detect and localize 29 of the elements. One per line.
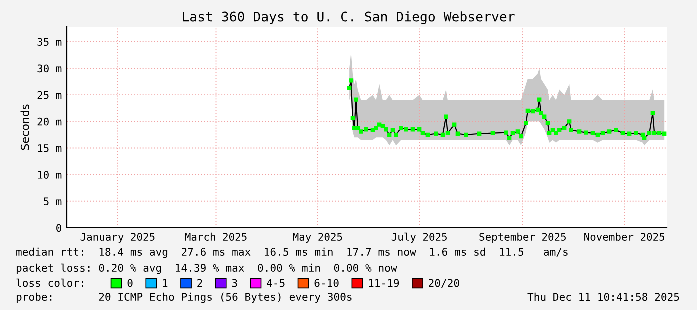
x-tick-label: March 2025 (185, 232, 247, 241)
x-tick-label: September 2025 (480, 232, 566, 243)
legend-title: loss color: (16, 278, 84, 288)
legend-label: 6-10 (314, 279, 339, 288)
y-tick-label: 25 m (38, 91, 62, 100)
legend-label: 11-19 (369, 279, 400, 288)
y-tick-label: 30 m (38, 64, 62, 73)
y-tick-label: 10 m (38, 171, 62, 179)
legend-label: 1 (163, 279, 168, 288)
text: Thu Dec 11 10:41:58 2025 (528, 292, 680, 302)
y-tick-label: 15 m (38, 144, 62, 152)
legend-label: 20/20 (429, 279, 460, 288)
y-tick-label: 5 m (44, 198, 62, 206)
y-tick-label: 20 m (38, 118, 62, 126)
text: packet loss: 0.20 % avg 14.39 % max 0.00 % min 0.00 % now (16, 264, 398, 274)
x-tick-label: November 2025 (584, 232, 665, 241)
chart-title: Last 360 Days to U. C. San Diego Webserver (183, 12, 515, 24)
text: median rtt: 18.4 ms avg 27.6 ms max 16.5 ms min 17.7 ms now 1.6 ms sd 11.5 am/s (16, 248, 568, 258)
text: probe: 20 ICMP Echo Pings (56 Bytes) every 300s (16, 292, 352, 304)
x-tick-label: May 2025 (293, 233, 342, 243)
y-tick-label: 35 m (38, 38, 62, 46)
y-tick-label: 0 (56, 224, 62, 232)
legend-label: 3 (232, 279, 238, 288)
legend-label: 2 (198, 279, 202, 288)
legend-label: 4-5 (267, 279, 285, 288)
x-tick-label: January 2025 (80, 233, 155, 243)
legend-label: 0 (128, 279, 133, 288)
x-tick-label: July 2025 (392, 232, 447, 243)
y-axis-title: Seconds (20, 104, 30, 150)
